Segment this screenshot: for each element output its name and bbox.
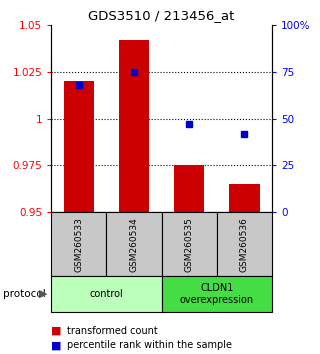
Text: ■: ■: [51, 340, 62, 350]
Bar: [64, 81, 94, 212]
Text: GSM260535: GSM260535: [185, 217, 194, 272]
Bar: [51, 276, 162, 312]
Text: GSM260534: GSM260534: [130, 217, 139, 272]
Bar: [229, 184, 260, 212]
Text: GSM260533: GSM260533: [74, 217, 83, 272]
Bar: [217, 212, 272, 276]
Bar: [106, 212, 162, 276]
Bar: [51, 212, 106, 276]
Text: CLDN1
overexpression: CLDN1 overexpression: [180, 283, 254, 305]
Text: control: control: [90, 289, 123, 299]
Bar: [119, 40, 149, 212]
Bar: [174, 166, 204, 212]
Title: GDS3510 / 213456_at: GDS3510 / 213456_at: [88, 9, 235, 22]
Text: percentile rank within the sample: percentile rank within the sample: [67, 340, 232, 350]
Text: ■: ■: [51, 326, 62, 336]
Bar: [162, 276, 272, 312]
Text: protocol: protocol: [3, 289, 46, 299]
Text: ▶: ▶: [39, 289, 47, 299]
Text: transformed count: transformed count: [67, 326, 158, 336]
Text: GSM260536: GSM260536: [240, 217, 249, 272]
Bar: [162, 212, 217, 276]
